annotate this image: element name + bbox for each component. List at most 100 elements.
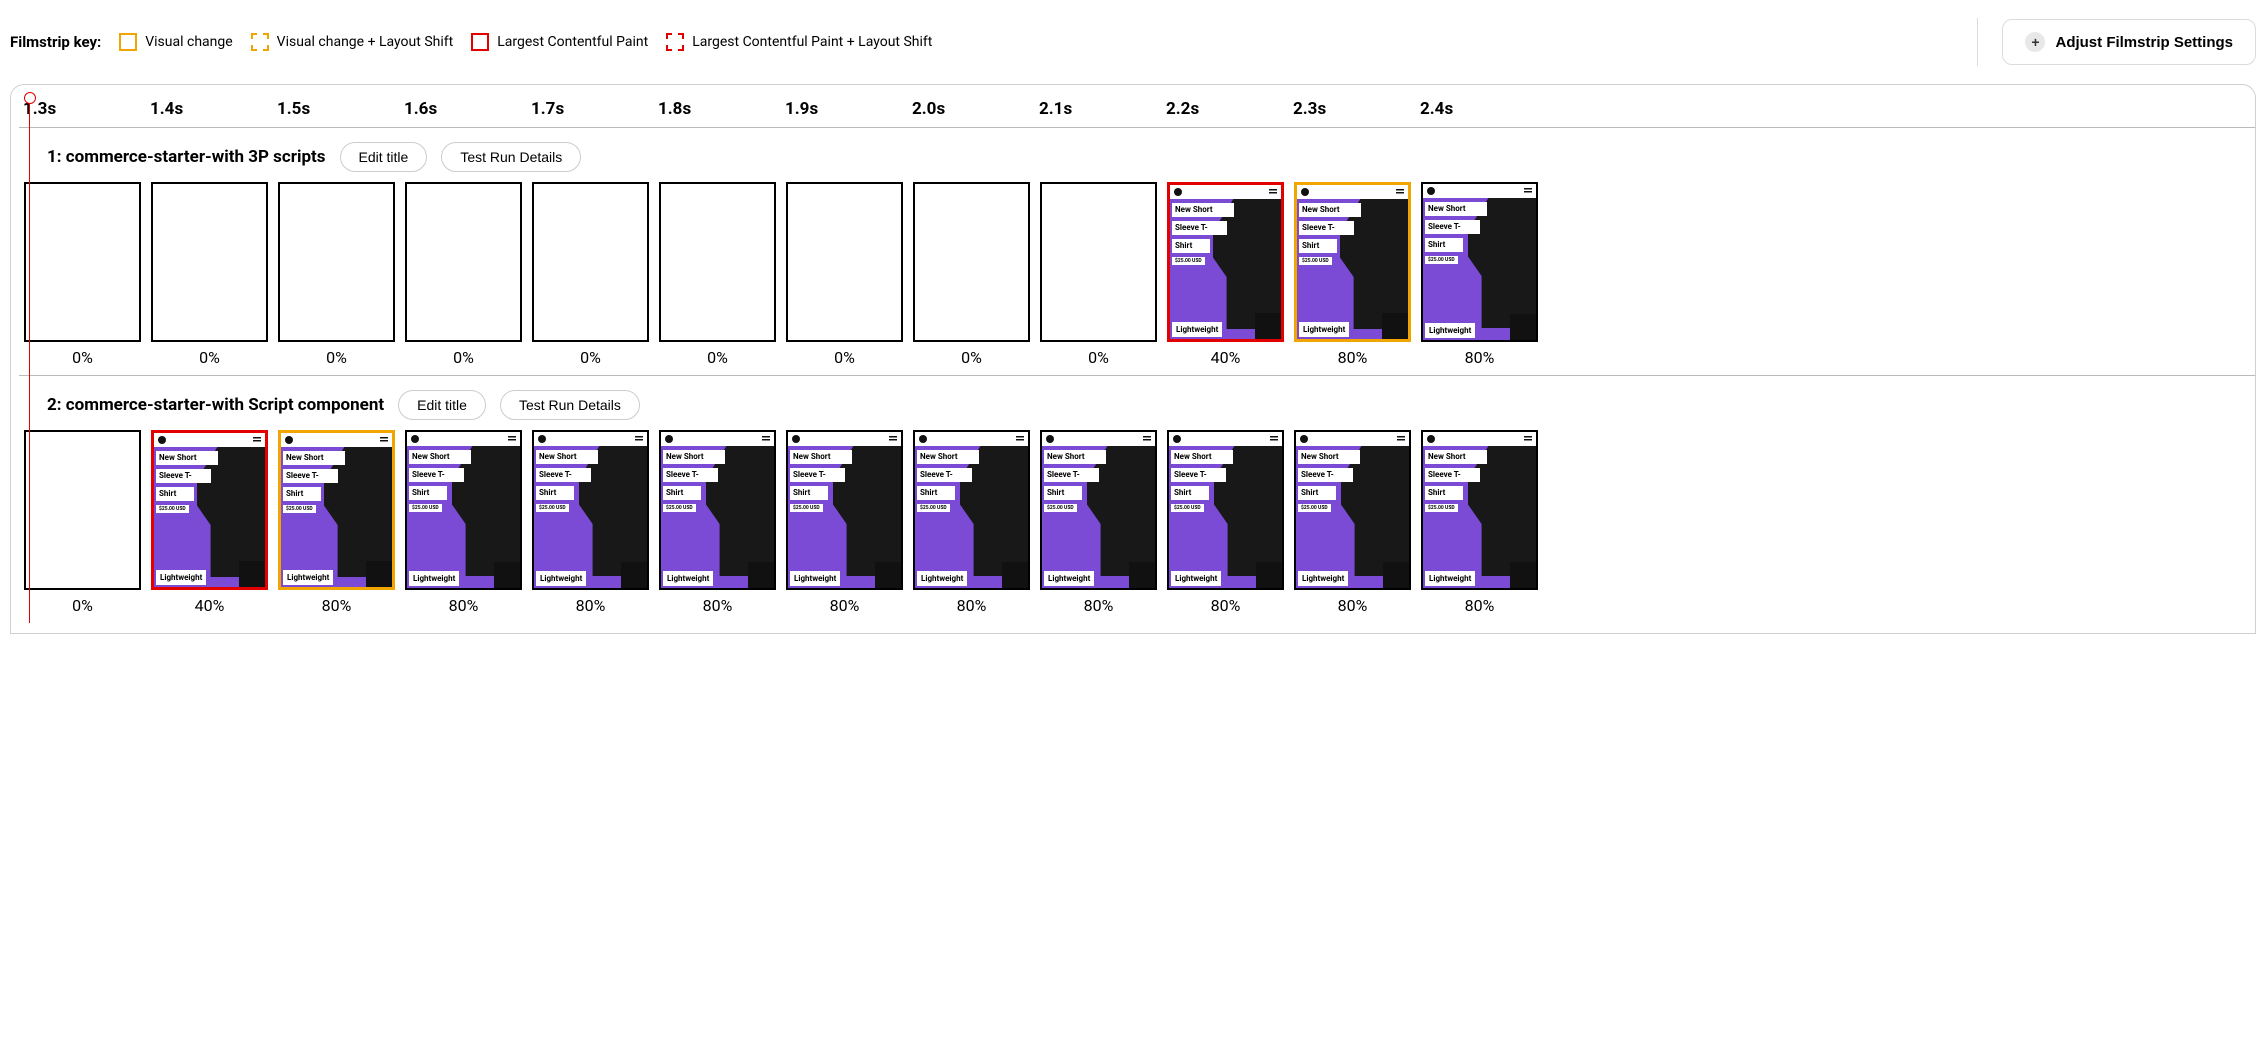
filmstrip-legend: Filmstrip key: Visual change Visual chan… — [10, 33, 932, 51]
edit-title-button[interactable]: Edit title — [340, 142, 428, 172]
filmstrip-frame[interactable] — [151, 182, 268, 342]
frame-progress: 0% — [199, 342, 220, 369]
frame-column: 0% — [1035, 182, 1162, 369]
frame-column: 0% — [654, 182, 781, 369]
run-title: 1: commerce-starter-with 3P scripts — [47, 147, 326, 167]
frame-column: New ShortSleeve T-Shirt$25.00 USDLightwe… — [400, 430, 527, 617]
time-tick: 2.0s — [908, 91, 1035, 127]
frame-column: 0% — [400, 182, 527, 369]
time-tick: 1.6s — [400, 91, 527, 127]
frame-column: 0% — [19, 182, 146, 369]
plus-icon: + — [2025, 32, 2045, 52]
run-header: 1: commerce-starter-with 3P scripts Edit … — [19, 134, 2255, 182]
frame-column: New ShortSleeve T-Shirt$25.00 USDLightwe… — [273, 430, 400, 617]
test-run-details-button[interactable]: Test Run Details — [441, 142, 581, 172]
frame-progress: 0% — [326, 342, 347, 369]
filmstrip-frame[interactable]: New ShortSleeve T-Shirt$25.00 USDLightwe… — [1167, 182, 1284, 342]
legend-item-lcp: Largest Contentful Paint — [471, 33, 648, 51]
frame-progress: 0% — [580, 342, 601, 369]
filmstrip-frame[interactable]: New ShortSleeve T-Shirt$25.00 USDLightwe… — [1421, 182, 1538, 342]
frame-column: New ShortSleeve T-Shirt$25.00 USDLightwe… — [1416, 430, 1543, 617]
frame-column: New ShortSleeve T-Shirt$25.00 USDLightwe… — [654, 430, 781, 617]
legend-item-label: Visual change — [145, 34, 232, 50]
frame-column: New ShortSleeve T-Shirt$25.00 USDLightwe… — [1162, 182, 1289, 369]
frame-column: New ShortSleeve T-Shirt$25.00 USDLightwe… — [1289, 430, 1416, 617]
frame-progress: 0% — [834, 342, 855, 369]
run-block: 2: commerce-starter-with Script componen… — [19, 376, 2255, 623]
frame-progress: 80% — [1465, 590, 1495, 617]
filmstrip-frame[interactable] — [24, 430, 141, 590]
filmstrip-frame[interactable] — [1040, 182, 1157, 342]
frame-progress: 80% — [1465, 342, 1495, 369]
filmstrip-frame[interactable]: New ShortSleeve T-Shirt$25.00 USDLightwe… — [1167, 430, 1284, 590]
filmstrip-frame[interactable] — [659, 182, 776, 342]
frame-column: New ShortSleeve T-Shirt$25.00 USDLightwe… — [1416, 182, 1543, 369]
frame-progress: 80% — [1338, 590, 1368, 617]
filmstrip-container: 1.3s1.4s1.5s1.6s1.7s1.8s1.9s2.0s2.1s2.2s… — [10, 84, 2256, 634]
settings-button-label: Adjust Filmstrip Settings — [2055, 34, 2233, 51]
time-tick: 1.5s — [273, 91, 400, 127]
filmstrip-frame[interactable]: New ShortSleeve T-Shirt$25.00 USDLightwe… — [1421, 430, 1538, 590]
legend-item-label: Largest Contentful Paint — [497, 34, 648, 50]
filmstrip-frame[interactable]: New ShortSleeve T-Shirt$25.00 USDLightwe… — [1294, 182, 1411, 342]
filmstrip-frame[interactable]: New ShortSleeve T-Shirt$25.00 USDLightwe… — [913, 430, 1030, 590]
filmstrip-frame[interactable] — [278, 182, 395, 342]
frame-column: 0% — [781, 182, 908, 369]
test-run-details-button[interactable]: Test Run Details — [500, 390, 640, 420]
filmstrip-frame[interactable]: New ShortSleeve T-Shirt$25.00 USDLightwe… — [151, 430, 268, 590]
filmstrip-frame[interactable]: New ShortSleeve T-Shirt$25.00 USDLightwe… — [1294, 430, 1411, 590]
swatch-red-solid-icon — [471, 33, 489, 51]
frame-column: New ShortSleeve T-Shirt$25.00 USDLightwe… — [146, 430, 273, 617]
run-header: 2: commerce-starter-with Script componen… — [19, 382, 2255, 430]
legend-item-visual-change-shift: Visual change + Layout Shift — [251, 33, 454, 51]
frame-progress: 0% — [453, 342, 474, 369]
legend-title: Filmstrip key: — [10, 33, 101, 51]
time-axis: 1.3s1.4s1.5s1.6s1.7s1.8s1.9s2.0s2.1s2.2s… — [19, 91, 2255, 128]
time-tick: 1.8s — [654, 91, 781, 127]
filmstrip-frame[interactable] — [405, 182, 522, 342]
swatch-orange-solid-icon — [119, 33, 137, 51]
time-tick: 2.2s — [1162, 91, 1289, 127]
header-divider — [1977, 18, 1978, 66]
time-tick: 2.1s — [1035, 91, 1162, 127]
frame-column: 0% — [146, 182, 273, 369]
filmstrip-frame[interactable]: New ShortSleeve T-Shirt$25.00 USDLightwe… — [659, 430, 776, 590]
legend-item-label: Largest Contentful Paint + Layout Shift — [692, 34, 932, 50]
filmstrip-frame[interactable]: New ShortSleeve T-Shirt$25.00 USDLightwe… — [786, 430, 903, 590]
filmstrip-frame[interactable]: New ShortSleeve T-Shirt$25.00 USDLightwe… — [405, 430, 522, 590]
filmstrip-frame[interactable] — [786, 182, 903, 342]
adjust-filmstrip-settings-button[interactable]: + Adjust Filmstrip Settings — [2002, 19, 2256, 65]
frame-column: New ShortSleeve T-Shirt$25.00 USDLightwe… — [1289, 182, 1416, 369]
frame-column: New ShortSleeve T-Shirt$25.00 USDLightwe… — [1035, 430, 1162, 617]
frames-row: 0% New ShortSleeve T-Shirt$25.00 USDLight… — [19, 430, 2255, 617]
run-block: 1: commerce-starter-with 3P scripts Edit … — [19, 128, 2255, 376]
edit-title-button[interactable]: Edit title — [398, 390, 486, 420]
filmstrip-frame[interactable] — [913, 182, 1030, 342]
filmstrip-frame[interactable] — [24, 182, 141, 342]
run-title: 2: commerce-starter-with Script componen… — [47, 395, 384, 415]
frame-progress: 80% — [1211, 590, 1241, 617]
frame-progress: 0% — [72, 342, 93, 369]
filmstrip-frame[interactable]: New ShortSleeve T-Shirt$25.00 USDLightwe… — [1040, 430, 1157, 590]
playhead-marker[interactable] — [29, 97, 30, 623]
frame-progress: 0% — [72, 590, 93, 617]
frame-column: New ShortSleeve T-Shirt$25.00 USDLightwe… — [781, 430, 908, 617]
frame-column: 0% — [527, 182, 654, 369]
time-tick: 1.9s — [781, 91, 908, 127]
time-tick: 2.3s — [1289, 91, 1416, 127]
filmstrip-frame[interactable]: New ShortSleeve T-Shirt$25.00 USDLightwe… — [532, 430, 649, 590]
frame-progress: 40% — [1211, 342, 1241, 369]
frame-progress: 80% — [449, 590, 479, 617]
frame-progress: 0% — [961, 342, 982, 369]
header-bar: Filmstrip key: Visual change Visual chan… — [10, 10, 2256, 84]
time-tick: 1.7s — [527, 91, 654, 127]
frame-progress: 80% — [703, 590, 733, 617]
legend-item-label: Visual change + Layout Shift — [277, 34, 454, 50]
time-tick: 1.4s — [146, 91, 273, 127]
frame-column: New ShortSleeve T-Shirt$25.00 USDLightwe… — [1162, 430, 1289, 617]
filmstrip-frame[interactable]: New ShortSleeve T-Shirt$25.00 USDLightwe… — [278, 430, 395, 590]
frame-progress: 80% — [322, 590, 352, 617]
frame-progress: 80% — [830, 590, 860, 617]
frame-progress: 80% — [957, 590, 987, 617]
filmstrip-frame[interactable] — [532, 182, 649, 342]
